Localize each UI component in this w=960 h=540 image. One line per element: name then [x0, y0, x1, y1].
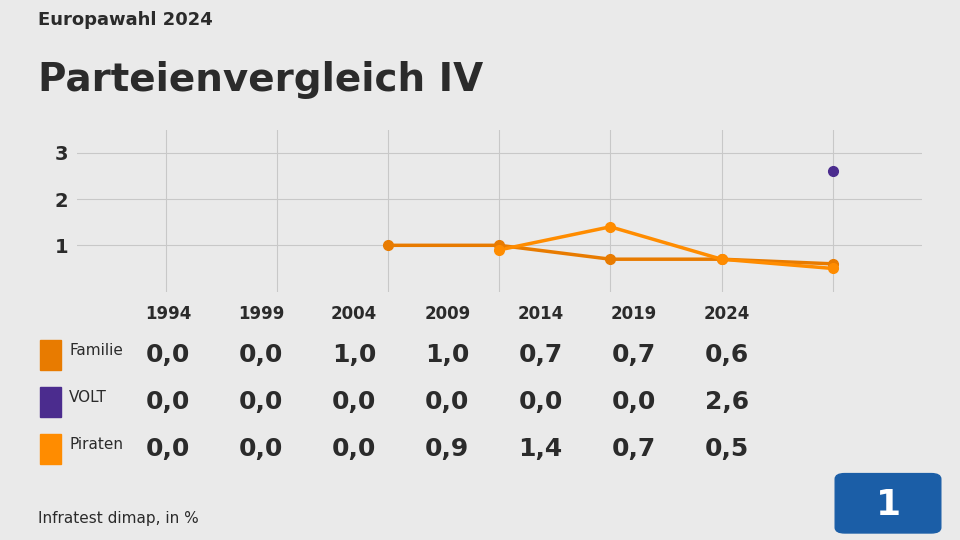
Text: 1994: 1994 — [145, 305, 191, 323]
Text: 1999: 1999 — [238, 305, 284, 323]
Text: 0,0: 0,0 — [239, 390, 283, 414]
Text: Parteienvergleich IV: Parteienvergleich IV — [38, 60, 484, 99]
Text: 2004: 2004 — [331, 305, 377, 323]
Text: 0,0: 0,0 — [239, 437, 283, 461]
Text: 2009: 2009 — [424, 305, 470, 323]
Text: 0,9: 0,9 — [425, 437, 469, 461]
Text: Familie: Familie — [69, 343, 123, 358]
Text: 1: 1 — [876, 489, 900, 522]
Text: 0,7: 0,7 — [518, 343, 563, 367]
Text: 1,0: 1,0 — [332, 343, 376, 367]
Text: 2019: 2019 — [611, 305, 657, 323]
Text: 0,5: 0,5 — [705, 437, 749, 461]
Text: 0,0: 0,0 — [612, 390, 656, 414]
Text: 0,0: 0,0 — [146, 343, 190, 367]
Text: 1,0: 1,0 — [425, 343, 469, 367]
Text: 0,0: 0,0 — [518, 390, 563, 414]
Text: 0,0: 0,0 — [146, 437, 190, 461]
Text: 0,0: 0,0 — [425, 390, 469, 414]
Text: 1,4: 1,4 — [518, 437, 563, 461]
Text: 2,6: 2,6 — [705, 390, 749, 414]
Text: Europawahl 2024: Europawahl 2024 — [38, 11, 213, 29]
Text: 0,0: 0,0 — [332, 437, 376, 461]
FancyBboxPatch shape — [835, 474, 941, 533]
Text: 0,6: 0,6 — [705, 343, 749, 367]
Text: Piraten: Piraten — [69, 437, 123, 452]
Text: VOLT: VOLT — [69, 390, 107, 405]
Text: 0,0: 0,0 — [146, 390, 190, 414]
Text: 0,0: 0,0 — [239, 343, 283, 367]
Text: 0,7: 0,7 — [612, 437, 656, 461]
Text: 2014: 2014 — [517, 305, 564, 323]
Text: Infratest dimap, in %: Infratest dimap, in % — [38, 511, 199, 526]
Text: 0,0: 0,0 — [332, 390, 376, 414]
Text: 0,7: 0,7 — [612, 343, 656, 367]
Text: 2024: 2024 — [704, 305, 750, 323]
